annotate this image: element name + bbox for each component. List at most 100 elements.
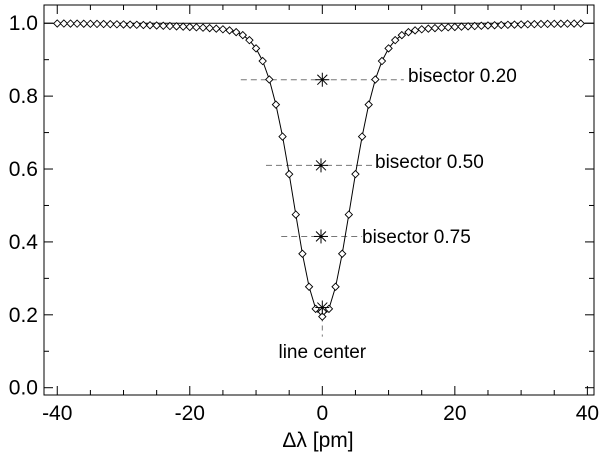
profile-diamond-marker bbox=[119, 20, 128, 29]
star-stroke bbox=[315, 231, 327, 242]
x-tick-label: 0 bbox=[316, 402, 328, 425]
profile-diamond-marker bbox=[516, 20, 526, 29]
profile-diamond-marker bbox=[265, 75, 274, 84]
profile-diamond-marker bbox=[79, 19, 88, 28]
profile-diamond-marker bbox=[569, 19, 579, 28]
profile-diamond-marker bbox=[410, 26, 420, 35]
profile-diamond-marker bbox=[437, 23, 446, 32]
profile-diamond-marker bbox=[192, 23, 201, 32]
star-stroke bbox=[315, 160, 327, 171]
profile-diamond-marker bbox=[404, 27, 413, 37]
profile-diamond-marker bbox=[364, 100, 373, 109]
profile-diamond-marker bbox=[198, 23, 208, 32]
profile-diamond-marker bbox=[145, 21, 155, 30]
profile-diamond-marker bbox=[231, 27, 241, 37]
profile-diamond-marker bbox=[490, 21, 499, 30]
profile-diamond-marker bbox=[172, 22, 181, 31]
profile-diamond-marker bbox=[225, 26, 234, 35]
bisector-markers bbox=[313, 72, 330, 315]
x-tick-label: -20 bbox=[175, 402, 205, 425]
profile-diamond-marker bbox=[132, 20, 142, 30]
profile-diamond-marker bbox=[463, 22, 473, 31]
profile-diamond-marker bbox=[238, 30, 248, 40]
star-stroke bbox=[317, 302, 328, 313]
profile-diamond-marker bbox=[390, 35, 400, 45]
line-center-label: line center bbox=[278, 342, 366, 363]
profile-diamond-marker bbox=[457, 22, 466, 31]
x-tick-label: -40 bbox=[42, 402, 72, 425]
profile-diamond-marker bbox=[218, 25, 228, 34]
y-tick-label: 0.2 bbox=[9, 304, 38, 327]
profile-diamond-marker bbox=[536, 19, 546, 29]
profile-diamond-marker bbox=[384, 44, 393, 53]
profile-diamond-marker bbox=[284, 169, 294, 179]
profile-diamond-marker bbox=[344, 210, 354, 219]
bisector-star-marker bbox=[315, 72, 330, 87]
profile-diamond-marker bbox=[159, 21, 168, 30]
profile-diamond-marker bbox=[450, 22, 460, 32]
profile-diamond-marker bbox=[152, 21, 161, 30]
profile-diamond-marker bbox=[371, 75, 380, 84]
axis-tick-labels: -40 -20 0 20 40 0.0 0.2 0.4 0.6 0.8 1.0 bbox=[9, 12, 599, 425]
profile-diamond-marker bbox=[496, 20, 506, 30]
profile-diamond-marker bbox=[92, 19, 102, 29]
bisector-label: bisector 0.50 bbox=[375, 152, 484, 173]
profile-diamond-marker bbox=[337, 249, 347, 258]
x-tick-label: 20 bbox=[443, 402, 466, 425]
profile-diamond-marker bbox=[304, 282, 314, 291]
profile-diamond-marker bbox=[351, 169, 360, 179]
profile-diamond-marker bbox=[543, 19, 552, 29]
profile-diamond-marker bbox=[178, 22, 188, 31]
profile-diamond-marker bbox=[556, 19, 566, 28]
profile-diamond-marker bbox=[53, 19, 62, 28]
profile-diamond-marker bbox=[298, 249, 307, 258]
profile-diamond-marker bbox=[106, 19, 115, 29]
profile-diamond-marker bbox=[99, 19, 108, 29]
star-stroke bbox=[317, 74, 328, 86]
bisector-label: bisector 0.20 bbox=[408, 66, 517, 87]
profile-diamond-marker bbox=[278, 132, 287, 141]
y-tick-label: 0.6 bbox=[9, 158, 38, 181]
profile-diamond-marker bbox=[86, 19, 95, 29]
profile-diamond-marker bbox=[377, 56, 387, 66]
profile-diamond-marker bbox=[397, 30, 407, 40]
profile-diamond-marker bbox=[563, 19, 572, 28]
profile-diamond-marker bbox=[510, 20, 519, 29]
profile-diamond-marker bbox=[185, 22, 195, 32]
y-tick-label: 0.8 bbox=[9, 85, 38, 108]
profile-diamond-marker bbox=[530, 19, 539, 29]
y-tick-label: 1.0 bbox=[9, 12, 38, 35]
x-tick-label: 40 bbox=[576, 402, 599, 425]
y-tick-label: 0.0 bbox=[9, 377, 38, 400]
x-axis-label: Δλ [pm] bbox=[282, 429, 353, 452]
profile-diamond-marker bbox=[205, 23, 214, 33]
profile-diamond-marker bbox=[417, 25, 426, 34]
profile-diamond-marker bbox=[112, 20, 122, 29]
profile-diamond-marker bbox=[503, 20, 513, 30]
annotations: bisector 0.20 bisector 0.50 bisector 0.75 l… bbox=[278, 66, 516, 363]
profile-diamond-marker bbox=[430, 23, 440, 33]
profile-diamond-marker bbox=[483, 21, 493, 30]
profile-diamond-marker bbox=[251, 44, 261, 53]
profile-diamond-marker bbox=[139, 20, 148, 30]
y-tick-label: 0.4 bbox=[9, 231, 39, 254]
profile-diamond-marker bbox=[59, 19, 69, 28]
profile-diamond-marker bbox=[331, 282, 340, 291]
profile-diamond-marker bbox=[523, 20, 532, 29]
profile-diamond-marker bbox=[212, 24, 221, 33]
profile-diamond-marker bbox=[125, 20, 135, 29]
profile-diamond-marker bbox=[66, 19, 75, 28]
bisector-lines bbox=[240, 79, 404, 337]
plot-frame bbox=[43, 4, 595, 396]
profile-diamond-marker bbox=[576, 19, 585, 28]
profile-diamond-marker bbox=[550, 19, 559, 29]
axis-ticks bbox=[44, 5, 594, 395]
profile-diamond-marker bbox=[271, 100, 281, 109]
profile-diamond-marker bbox=[245, 35, 254, 45]
bisector-star-marker bbox=[313, 229, 328, 244]
profile-diamond-marker bbox=[291, 210, 301, 219]
profile-diamond-marker bbox=[477, 21, 486, 30]
profile-diamond-marker bbox=[470, 21, 479, 31]
line-profile-markers bbox=[53, 19, 585, 321]
profile-diamond-marker bbox=[424, 24, 433, 33]
